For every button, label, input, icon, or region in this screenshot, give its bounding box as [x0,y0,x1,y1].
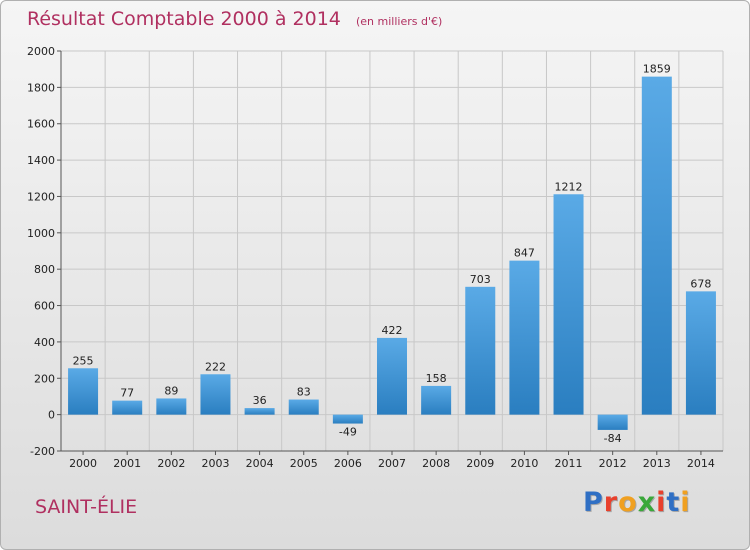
y-tick-label: 200 [34,372,55,385]
bar-2008 [421,385,452,415]
bar-2005 [288,399,319,415]
x-tick-label: 2011 [555,457,583,470]
data-label-2004: 36 [253,394,267,407]
logo-letter: r [603,487,619,518]
place-name: SAINT-ÉLIE [35,496,138,518]
data-label-2007: 422 [382,324,403,337]
x-tick-label: 2000 [69,457,97,470]
axis-layer: -200 0 200 400 600 800 1000 1200 1400 1600 1800 200… [27,45,723,470]
bar-2004 [244,408,275,415]
data-label-2003: 222 [205,360,226,373]
chart-subtitle: (en milliers d'€) [355,15,443,28]
x-tick-label: 2014 [687,457,715,470]
y-tick-label: 600 [34,300,55,313]
data-label-2013: 1859 [643,63,671,76]
data-label-2012: -84 [604,432,622,445]
data-label-2000: 255 [73,354,94,367]
logo-letter: P [583,487,604,518]
bar-2009 [465,286,496,415]
chart-title-block: Résultat Comptable 2000 à 2014 (en milli… [27,8,442,30]
bar-2013 [641,76,672,415]
x-tick-label: 2009 [466,457,494,470]
x-tick-label: 2001 [113,457,141,470]
x-tick-label: 2005 [290,457,318,470]
data-label-2006: -49 [339,426,357,439]
data-label-2009: 703 [470,273,491,286]
y-tick-label: 1800 [27,81,55,94]
y-tick-label: 1000 [27,227,55,240]
data-label-2005: 83 [297,386,311,399]
x-tick-label: 2004 [246,457,274,470]
bar-2010 [509,260,540,415]
logo-letter: t [666,487,681,518]
bar-2000 [68,368,99,415]
y-tick-label: 2000 [27,45,55,58]
data-label-layer: 255 77 89 222 36 83 -49 422 158 703 847 1212 -84 1859… [73,63,712,445]
bar-2002 [156,398,187,415]
data-label-2014: 678 [690,277,711,290]
data-label-2008: 158 [426,372,447,385]
logo-letter: i [656,487,667,518]
x-tick-label: 2007 [378,457,406,470]
x-tick-label: 2008 [422,457,450,470]
x-tick-label: 2013 [643,457,671,470]
bar-2012 [597,414,628,430]
bar-2011 [553,194,584,415]
bar-layer [68,76,716,430]
logo-letter: i [680,487,691,518]
x-tick-label: 2012 [599,457,627,470]
data-label-2011: 1212 [555,180,583,193]
proxiti-logo: Proxiti [583,487,691,518]
bar-2007 [377,337,407,415]
x-tick-label: 2003 [201,457,229,470]
y-tick-label: -200 [30,445,55,458]
y-tick-label: 0 [48,409,55,422]
chart-title: Résultat Comptable 2000 à 2014 [27,8,341,30]
bar-2003 [200,374,231,415]
data-label-2002: 89 [164,384,178,397]
y-tick-label: 800 [34,263,55,276]
y-tick-label: 1600 [27,118,55,131]
x-tick-label: 2002 [157,457,185,470]
bar-2001 [112,400,143,415]
x-tick-label: 2010 [510,457,538,470]
data-label-2010: 847 [514,247,535,260]
y-tick-label: 400 [34,336,55,349]
y-tick-label: 1400 [27,154,55,167]
logo-letter: o [618,487,638,518]
x-tick-label: 2006 [334,457,362,470]
bar-2014 [685,291,716,415]
logo-letter: x [637,487,657,518]
bar-2006 [332,414,363,424]
data-label-2001: 77 [120,387,134,400]
y-tick-label: 1200 [27,190,55,203]
